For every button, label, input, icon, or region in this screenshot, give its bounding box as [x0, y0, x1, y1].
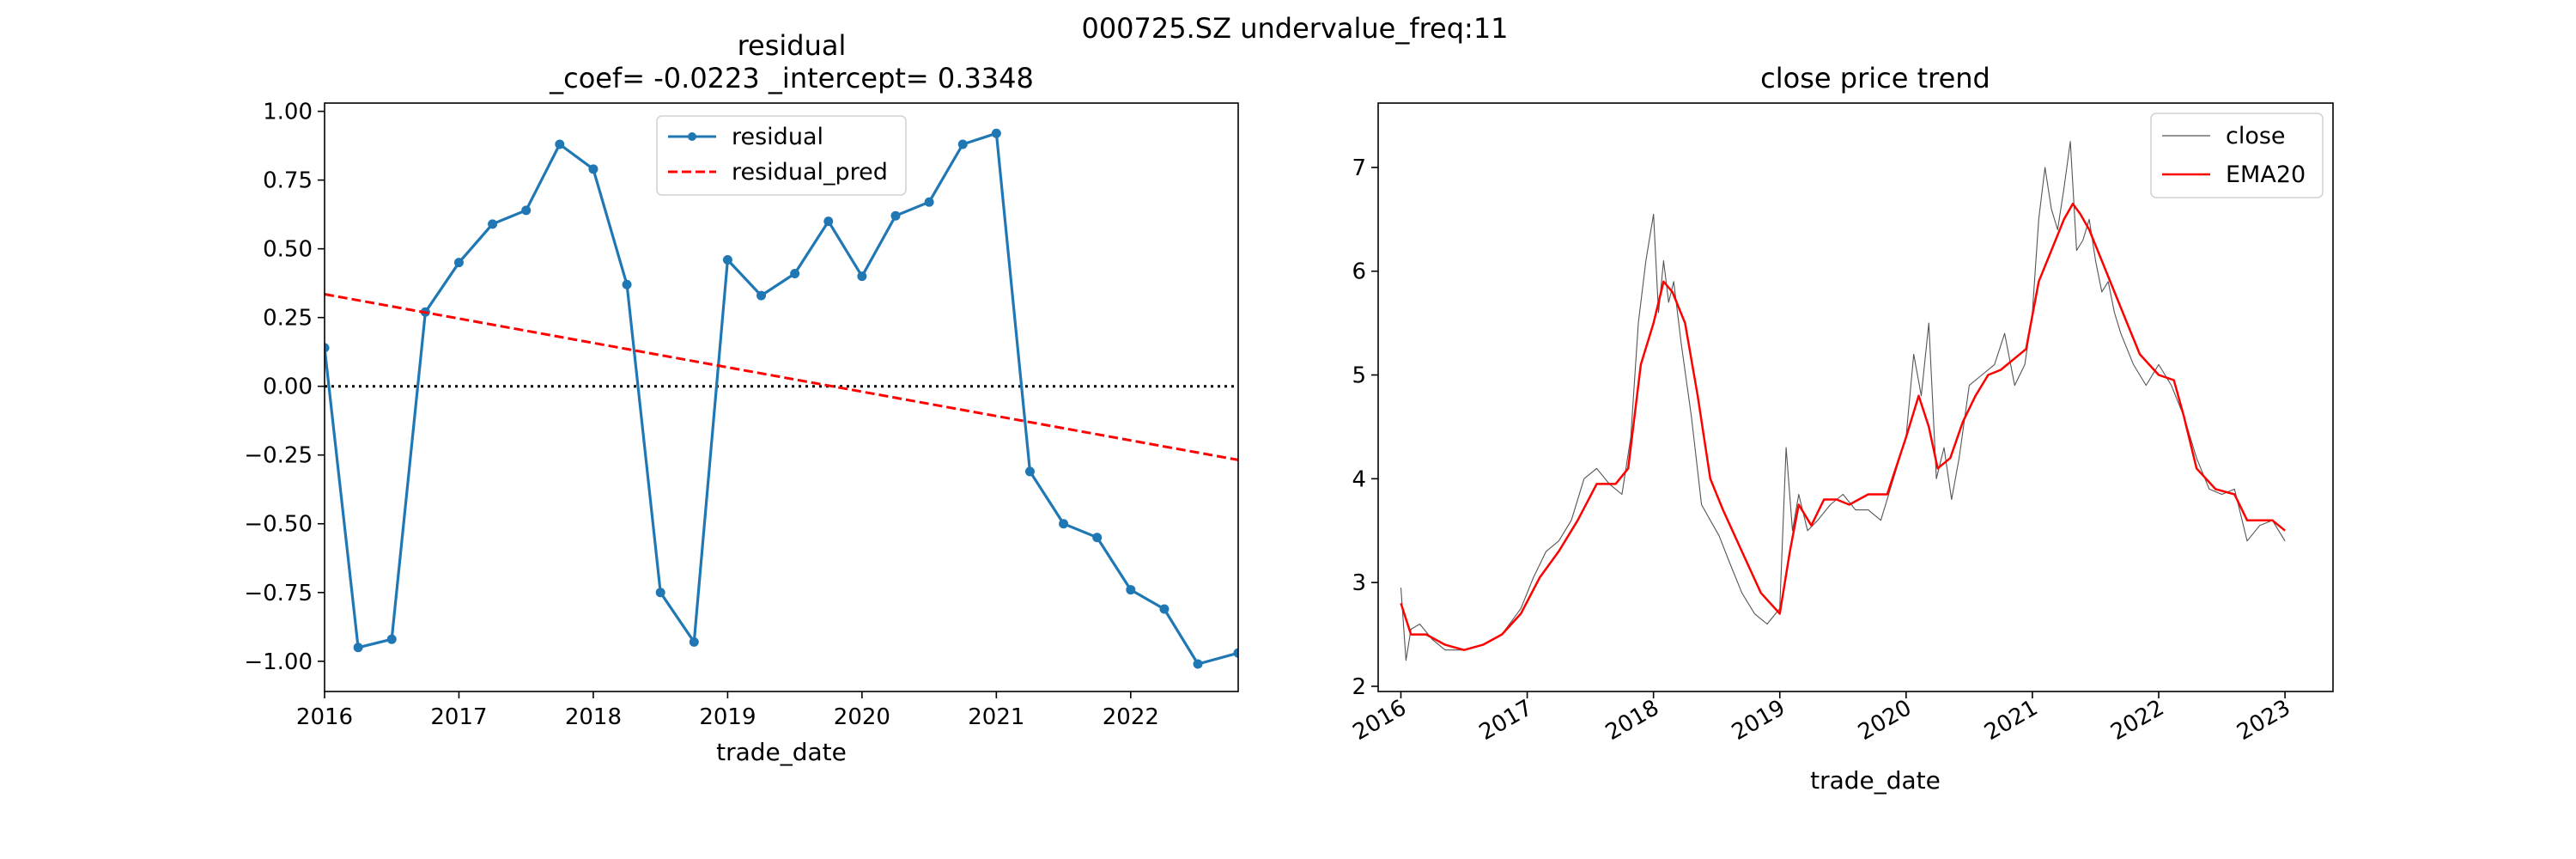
- y-tick-label: 5: [1352, 363, 1366, 389]
- data-point-residual: [622, 279, 632, 289]
- x-tick-label: 2022: [2106, 695, 2168, 746]
- data-point-residual: [756, 290, 767, 301]
- legend-label-close: close: [2226, 123, 2286, 149]
- legend-marker-residual: [688, 132, 696, 141]
- data-point-residual: [1159, 604, 1170, 614]
- data-point-residual: [722, 254, 732, 265]
- residual-x-ticks: 2016 2017 2018 2019 2020 2021 2022: [296, 691, 1159, 730]
- data-point-residual: [857, 271, 867, 282]
- series-line-residual: [325, 131, 1238, 666]
- data-point-residual: [1024, 466, 1035, 477]
- close-price-x-ticks: 2016 2017 2018 2019 2020 2021 2022 2023: [1349, 691, 2295, 746]
- x-tick-label: 2020: [834, 704, 890, 730]
- x-tick-label: 2021: [1980, 695, 2042, 746]
- residual-chart: residual _coef= -0.0223 _intercept= 0.33…: [244, 29, 1239, 766]
- data-point-residual: [655, 588, 665, 598]
- close-price-chart-title: close price trend: [1760, 62, 1990, 94]
- series-line-ema20: [1400, 202, 2286, 651]
- y-tick-label: −0.25: [244, 443, 313, 469]
- data-point-residual: [1193, 659, 1203, 669]
- data-point-residual: [689, 637, 699, 647]
- data-point-residual: [588, 164, 598, 174]
- x-tick-label: 2020: [1854, 695, 1916, 746]
- data-point-residual: [555, 139, 565, 149]
- data-point-residual: [924, 197, 934, 207]
- x-tick-label: 2023: [2233, 695, 2294, 746]
- y-tick-label: −0.75: [244, 581, 313, 606]
- residual-y-ticks: −1.00 −0.75 −0.50 −0.25 0.00 0.25 0.50 0.75 1.00: [244, 100, 325, 675]
- y-tick-label: 0.00: [263, 375, 313, 400]
- data-point-residual: [1092, 533, 1103, 543]
- y-tick-label: −0.50: [244, 512, 313, 538]
- y-tick-label: −1.00: [244, 649, 313, 675]
- data-point-residual: [353, 643, 363, 653]
- x-tick-label: 2021: [968, 704, 1024, 730]
- y-tick-label: 0.50: [263, 237, 313, 263]
- legend-label-residual-pred: residual_pred: [732, 159, 888, 186]
- residual-axes-frame: [324, 102, 1239, 692]
- data-point-residual: [453, 258, 464, 268]
- y-tick-label: 0.25: [263, 306, 313, 332]
- y-tick-label: 2: [1352, 674, 1366, 700]
- residual-x-axis-label: trade_date: [716, 738, 847, 766]
- residual-legend-box: [656, 115, 907, 196]
- close-price-axes-frame: [1377, 102, 2334, 692]
- x-tick-label: 2019: [1728, 695, 1789, 746]
- close-price-legend: close EMA20: [2150, 113, 2324, 198]
- legend-label-ema20: EMA20: [2226, 161, 2306, 188]
- close-price-chart: close price trend 2016 2017 2018 2019 2020 20…: [1349, 62, 2334, 795]
- x-tick-label: 2022: [1103, 704, 1159, 730]
- x-tick-label: 2019: [699, 704, 756, 730]
- y-tick-label: 6: [1352, 259, 1366, 285]
- data-point-residual: [386, 634, 397, 644]
- x-tick-label: 2016: [1349, 695, 1411, 746]
- data-point-residual: [325, 343, 330, 353]
- x-tick-label: 2018: [565, 704, 622, 730]
- data-point-residual: [1126, 585, 1136, 595]
- close-price-y-ticks: 2 3 4 5 6 7: [1352, 155, 1378, 700]
- data-point-residual: [790, 268, 800, 278]
- residual-legend: residual residual_pred: [656, 115, 907, 196]
- data-point-residual: [1059, 519, 1069, 529]
- data-point-residual: [1233, 648, 1238, 658]
- y-tick-label: 4: [1352, 466, 1366, 492]
- figure-suptitle: 000725.SZ undervalue_freq:11: [1081, 12, 1508, 45]
- y-tick-label: 3: [1352, 570, 1366, 596]
- series-line-residual-pred: [325, 293, 1238, 461]
- residual-plot-area: [325, 128, 1238, 669]
- data-point-residual: [957, 139, 968, 149]
- data-point-residual: [488, 219, 498, 229]
- residual-chart-subtitle: _coef= -0.0223 _intercept= 0.3348: [549, 62, 1034, 94]
- close-price-legend-box: [2150, 113, 2324, 198]
- x-tick-label: 2016: [296, 704, 353, 730]
- x-tick-label: 2017: [430, 704, 487, 730]
- y-tick-label: 1.00: [263, 100, 313, 125]
- y-tick-label: 0.75: [263, 168, 313, 194]
- y-tick-label: 7: [1352, 155, 1366, 181]
- residual-chart-title: residual: [738, 29, 847, 62]
- series-line-close: [1400, 141, 2286, 661]
- x-tick-label: 2018: [1601, 695, 1663, 746]
- legend-label-residual: residual: [732, 124, 823, 150]
- data-point-residual: [521, 205, 532, 216]
- close-price-plot-area: [1400, 141, 2286, 661]
- data-point-residual: [890, 210, 901, 221]
- x-tick-label: 2017: [1475, 695, 1537, 746]
- data-point-residual: [991, 128, 1001, 138]
- data-point-residual: [823, 216, 834, 227]
- close-price-x-axis-label: trade_date: [1810, 766, 1941, 795]
